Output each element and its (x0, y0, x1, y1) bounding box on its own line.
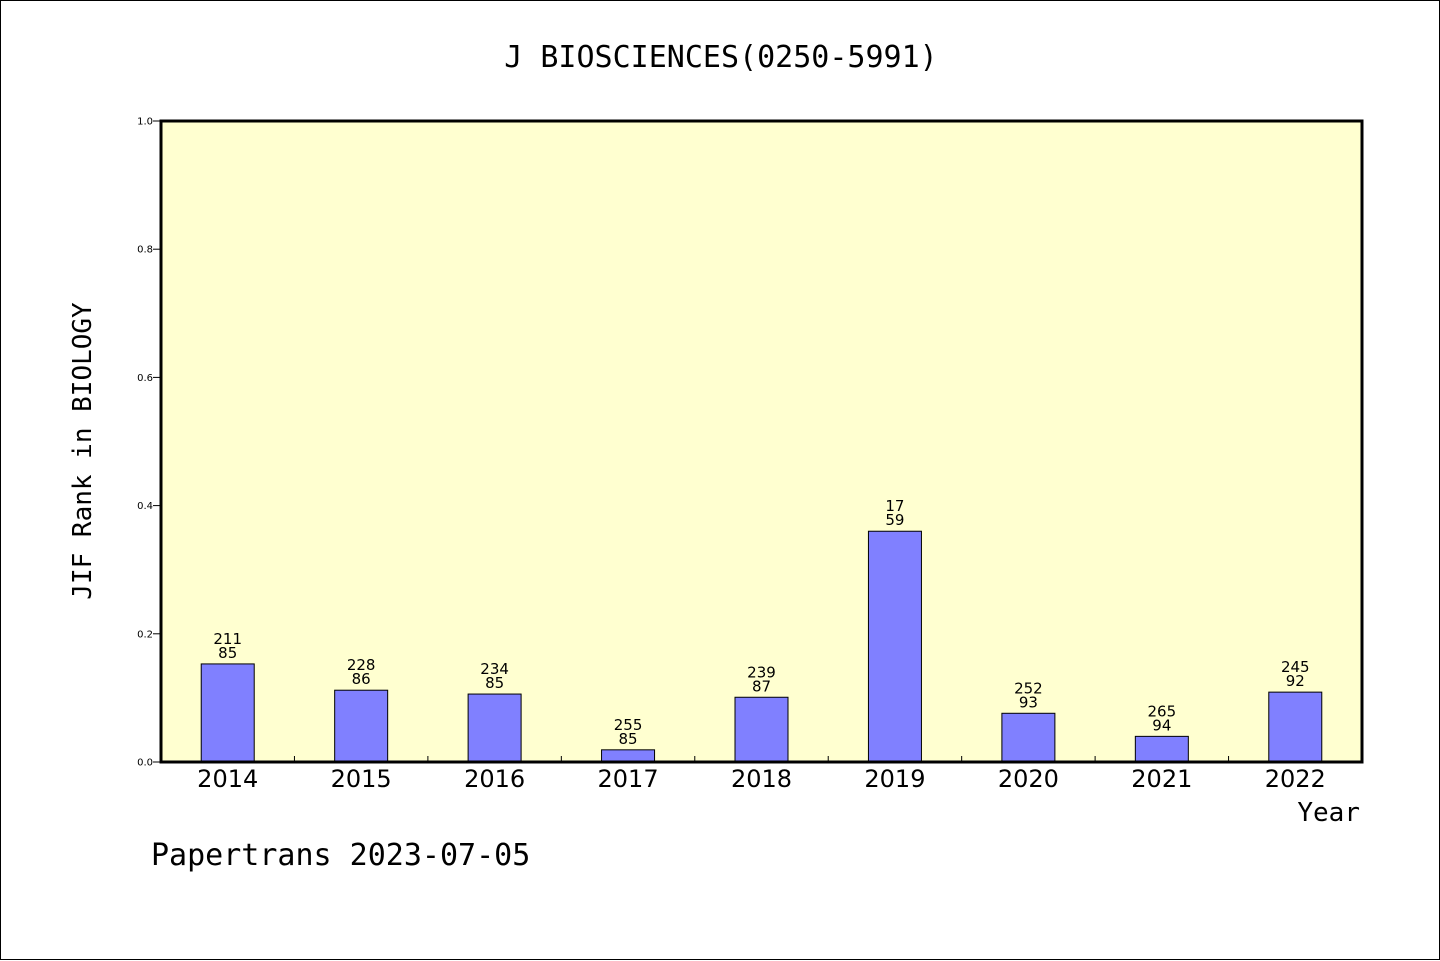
y-tick-label: 0.4 (137, 501, 153, 512)
bar-2019 (867, 530, 922, 763)
bar-2021 (1134, 735, 1189, 763)
y-axis-ticks: 0.0 0.2 0.4 0.6 0.8 1.0 (137, 117, 161, 769)
bar-label-top: 245 (1281, 658, 1310, 676)
x-tick-label: 2020 (998, 765, 1059, 793)
y-tick-label: 0.6 (137, 373, 153, 384)
x-tick-label: 2014 (197, 765, 258, 793)
bar-label-bottom: 86 (352, 670, 371, 688)
x-tick-label: 2021 (1131, 765, 1192, 793)
bar-2017 (601, 749, 656, 763)
bar-label-top: 17 (885, 497, 904, 515)
chart-title: J BIOSCIENCES(0250-5991) (504, 40, 937, 75)
bar-label-bottom: 94 (1152, 716, 1171, 734)
bar-label-top: 239 (747, 663, 776, 681)
y-axis-label: JIF Rank in BIOLOGY (68, 302, 98, 600)
bar-2016 (467, 693, 522, 763)
x-axis-label: Year (1297, 798, 1360, 828)
bar-labels-group: 2118522886234852558523987175925293265942… (213, 497, 1309, 748)
bar-label-bottom: 92 (1286, 672, 1305, 690)
plot-border (159, 119, 1364, 764)
bar-label-top: 234 (480, 660, 509, 678)
x-tick-label: 2019 (864, 765, 925, 793)
x-tick-label: 2022 (1265, 765, 1326, 793)
y-tick-label: 1.0 (137, 117, 153, 128)
bar-label-bottom: 85 (218, 644, 237, 662)
bar-label-bottom: 93 (1019, 693, 1038, 711)
x-tick-label: 2015 (331, 765, 392, 793)
y-tick-label: 0.2 (137, 629, 153, 640)
bar-label-bottom: 87 (752, 677, 771, 695)
bar-2014 (200, 663, 255, 763)
bar-2020 (1001, 712, 1056, 763)
bar-label-bottom: 85 (619, 730, 638, 748)
bar-label-top: 228 (347, 656, 376, 674)
y-tick-label: 0.8 (137, 245, 153, 256)
bar-label-bottom: 59 (885, 511, 904, 529)
footer-credit: Papertrans 2023-07-05 (151, 838, 530, 873)
bar-2022 (1268, 691, 1323, 763)
bar-label-top: 211 (213, 630, 242, 648)
bar-label-top: 265 (1148, 702, 1177, 720)
plot-area (161, 121, 1362, 762)
y-tick-label: 0.0 (137, 758, 153, 769)
x-tick-label: 2018 (731, 765, 792, 793)
bar-label-top: 252 (1014, 679, 1043, 697)
bar-2015 (334, 689, 389, 763)
bar-label-bottom: 85 (485, 674, 504, 692)
x-tick-label: 2016 (464, 765, 525, 793)
bar-2018 (734, 696, 789, 763)
x-tick-label: 2017 (598, 765, 659, 793)
bars-group (200, 530, 1323, 763)
bar-label-top: 255 (614, 716, 643, 734)
x-axis-ticks: 2014 2015 2016 2017 2018 2019 2020 2021 2022 (197, 756, 1326, 793)
